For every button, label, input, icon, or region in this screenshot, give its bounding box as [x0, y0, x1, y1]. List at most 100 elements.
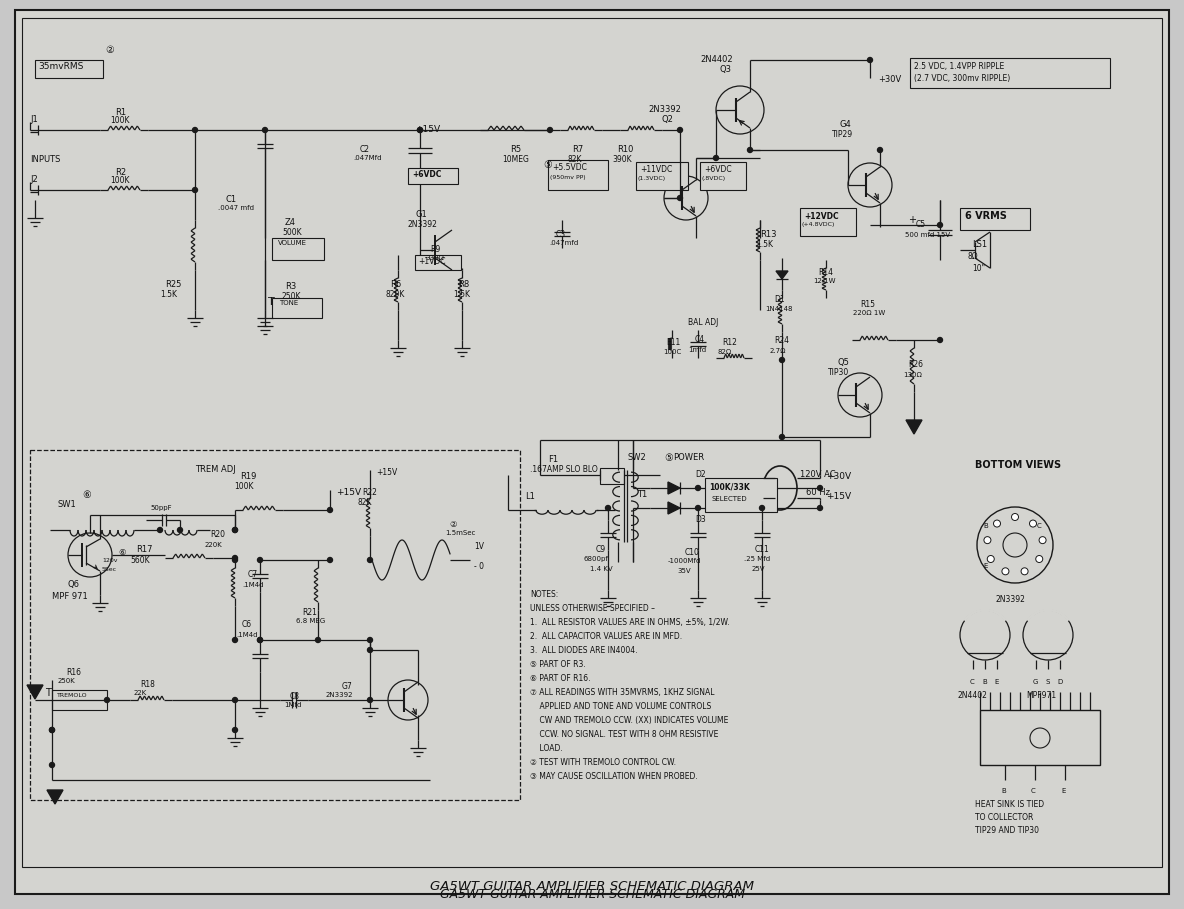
Text: T: T	[268, 297, 275, 307]
Text: R26: R26	[908, 360, 924, 369]
Text: R7: R7	[572, 145, 584, 154]
Text: 220K: 220K	[205, 542, 223, 548]
Bar	[416, 255, 461, 270]
Text: R1: R1	[115, 108, 127, 117]
Text: 10": 10"	[972, 264, 985, 273]
Text: D3: D3	[695, 515, 706, 524]
Text: C: C	[1037, 523, 1042, 529]
Text: .047mfd: .047mfd	[549, 240, 578, 246]
Text: C6: C6	[242, 620, 252, 629]
Text: R18: R18	[140, 680, 155, 689]
Text: 35V: 35V	[677, 568, 690, 574]
Circle shape	[984, 536, 991, 544]
Text: ⑤ PART OF R3.: ⑤ PART OF R3.	[530, 660, 586, 669]
Circle shape	[50, 727, 54, 733]
Circle shape	[232, 637, 238, 643]
Text: R9: R9	[430, 245, 440, 254]
Text: 100K: 100K	[110, 116, 129, 125]
Text: ⑥: ⑥	[118, 548, 126, 557]
Text: ⑤: ⑤	[543, 160, 552, 170]
Text: 120V AC: 120V AC	[800, 470, 836, 479]
Text: LOAD.: LOAD.	[530, 744, 562, 753]
Circle shape	[418, 127, 423, 133]
Text: .0047 mfd: .0047 mfd	[218, 205, 255, 211]
Bar	[36, 60, 103, 78]
Text: 100K/33K: 100K/33K	[709, 483, 749, 492]
Circle shape	[987, 555, 995, 563]
Circle shape	[938, 223, 942, 227]
Text: ②: ②	[105, 45, 114, 55]
Text: L1: L1	[525, 492, 535, 501]
Text: SW2: SW2	[628, 453, 646, 462]
Text: GA5WT GUITAR AMPLIFIER SCHEMATIC DIAGRAM: GA5WT GUITAR AMPLIFIER SCHEMATIC DIAGRAM	[439, 888, 745, 901]
Text: 2N3392: 2N3392	[407, 220, 437, 229]
Text: +: +	[908, 215, 916, 225]
Text: +11VDC: +11VDC	[641, 165, 673, 174]
Text: 220Ω 1W: 220Ω 1W	[852, 310, 886, 316]
Text: C4: C4	[695, 335, 706, 344]
Text: C1: C1	[225, 195, 236, 204]
Text: 82K: 82K	[568, 155, 583, 164]
Circle shape	[677, 127, 682, 133]
Polygon shape	[776, 271, 789, 279]
Text: 1.  ALL RESISTOR VALUES ARE IN OHMS, ±5%, 1/2W.: 1. ALL RESISTOR VALUES ARE IN OHMS, ±5%,…	[530, 618, 729, 627]
Text: R3: R3	[285, 282, 296, 291]
Text: ③ MAY CAUSE OSCILLATION WHEN PROBED.: ③ MAY CAUSE OSCILLATION WHEN PROBED.	[530, 772, 697, 781]
Text: SW1: SW1	[58, 500, 77, 509]
Text: SELECTED: SELECTED	[712, 496, 747, 502]
Text: POWER: POWER	[673, 453, 704, 462]
Text: INPUTS: INPUTS	[30, 155, 60, 164]
Text: 6 VRMS: 6 VRMS	[965, 211, 1006, 221]
Text: C3: C3	[556, 230, 566, 239]
Text: R6: R6	[390, 280, 401, 289]
Text: R24: R24	[774, 336, 789, 345]
Text: Q2: Q2	[662, 115, 674, 124]
Circle shape	[232, 727, 238, 733]
Text: +6VDC: +6VDC	[412, 170, 442, 179]
Circle shape	[759, 505, 765, 511]
Text: +30V: +30V	[826, 472, 851, 481]
Text: R10: R10	[617, 145, 633, 154]
Text: 820K: 820K	[385, 290, 405, 299]
Bar	[600, 468, 624, 484]
Bar	[800, 208, 856, 236]
Circle shape	[868, 57, 873, 63]
Text: HEAT SINK IS TIED: HEAT SINK IS TIED	[974, 800, 1044, 809]
Text: J1: J1	[30, 115, 38, 124]
Text: 2.  ALL CAPACITOR VALUES ARE IN MFD.: 2. ALL CAPACITOR VALUES ARE IN MFD.	[530, 632, 682, 641]
Text: TREMOLO: TREMOLO	[57, 693, 88, 698]
Circle shape	[1021, 568, 1028, 574]
Text: (2.7 VDC, 300mv RIPPLE): (2.7 VDC, 300mv RIPPLE)	[914, 74, 1010, 83]
Text: C: C	[1031, 788, 1036, 794]
Text: +30V: +30V	[879, 75, 901, 84]
Circle shape	[157, 527, 162, 533]
Text: .25 Mfd: .25 Mfd	[744, 556, 770, 562]
Circle shape	[232, 697, 238, 703]
Text: E: E	[995, 679, 998, 685]
Text: Q3: Q3	[720, 65, 732, 74]
Text: VOLUME: VOLUME	[278, 240, 307, 246]
Text: UNLESS OTHERWISE SPECIFIED –: UNLESS OTHERWISE SPECIFIED –	[530, 604, 655, 613]
Text: T: T	[45, 688, 51, 698]
Bar	[52, 690, 107, 710]
Circle shape	[232, 527, 238, 533]
Text: TIP30: TIP30	[828, 368, 849, 377]
Bar	[960, 208, 1030, 230]
Text: TREM ADJ: TREM ADJ	[195, 465, 236, 474]
Text: 1.5K: 1.5K	[757, 240, 773, 249]
Text: 1V: 1V	[474, 542, 484, 551]
Text: 1.4 KV: 1.4 KV	[590, 566, 612, 572]
Circle shape	[193, 187, 198, 193]
Text: C7: C7	[247, 570, 258, 579]
Text: 35mvRMS: 35mvRMS	[38, 62, 83, 71]
Text: 6800pf: 6800pf	[583, 556, 607, 562]
Circle shape	[367, 647, 373, 653]
Circle shape	[1036, 555, 1043, 563]
Text: R17: R17	[136, 545, 153, 554]
Text: .1M4d: .1M4d	[242, 582, 264, 588]
Circle shape	[315, 637, 321, 643]
Text: (1.3VDC): (1.3VDC)	[638, 176, 667, 181]
Text: C2: C2	[360, 145, 369, 154]
Text: ⑤: ⑤	[664, 453, 673, 463]
Text: C11: C11	[755, 545, 770, 554]
